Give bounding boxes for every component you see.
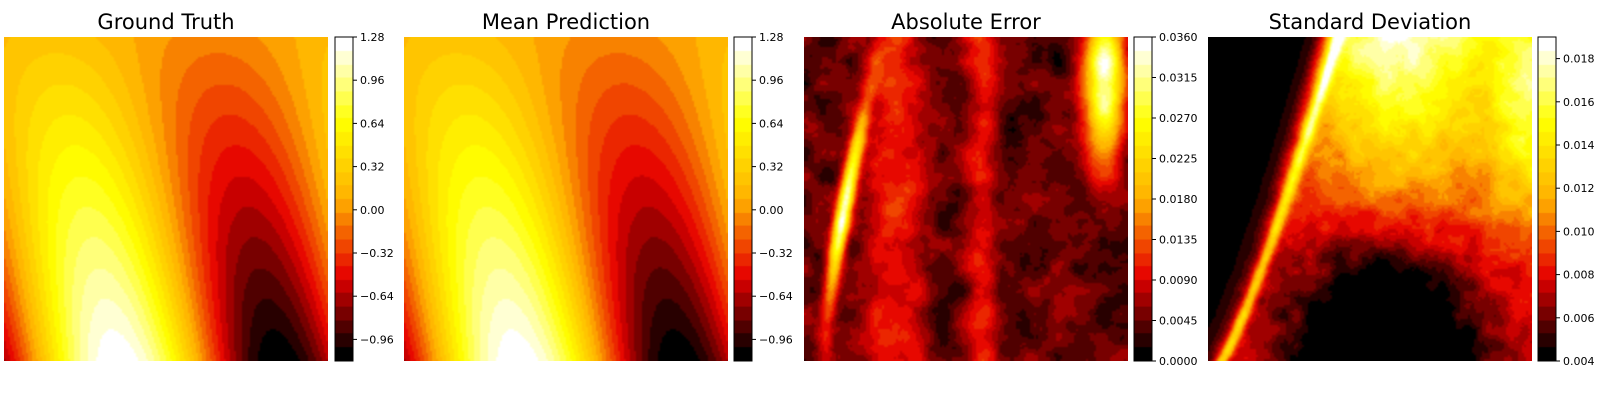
colorbar-tick-label: 0.96 [360,74,385,87]
colorbar-tick-label: 0.00 [759,204,784,217]
colorbar-tick-label: −0.32 [360,247,394,260]
colorbar-tick-label: −0.96 [360,333,394,346]
colorbar-tick-label: 0.0270 [1159,112,1198,125]
colorbar-tick-label: −0.64 [759,290,793,303]
colorbar-tick-label: 0.010 [1563,225,1595,238]
panel-title: Standard Deviation [1269,10,1472,34]
colorbar-tick-label: 0.00 [360,204,385,217]
colorbar-ticks: −0.96 −0.64 −0.32 0.00 0.32 0.64 0.96 1.28 [752,31,793,346]
colorbar-tick-label: 0.018 [1563,53,1595,66]
colorbar-tick-label: 1.28 [360,31,385,44]
panel-absolute-error: Absolute Error 0.00000.00450.00900.01350… [804,10,1198,368]
colorbar-tick-label: 0.64 [360,117,385,130]
colorbar-tick-label: 0.006 [1563,312,1595,325]
heatmap-image [1208,37,1532,361]
colorbar-tick-label: 0.0000 [1159,355,1198,368]
colorbar-tick-label: 0.64 [759,117,784,130]
colorbar-tick-label: 0.0180 [1159,193,1198,206]
colorbar-ticks: 0.0000 0.0045 0.0090 0.0135 0.0180 0.0225 0.02… [1152,31,1198,368]
colorbar-tick-label: 0.0315 [1159,72,1198,85]
colorbar-ticks: 0.004 0.006 0.008 0.010 0.012 0.014 0.016 0.018 [1556,53,1595,368]
colorbar-gradient [734,37,752,361]
colorbar-tick-label: 0.0045 [1159,315,1198,328]
colorbar-tick-label: 0.004 [1563,355,1595,368]
colorbar-bar [334,36,354,362]
colorbar-tick-label: 0.0225 [1159,153,1198,166]
colorbar-tick-label: −0.64 [360,290,394,303]
colorbar-tick-label: 0.0135 [1159,234,1198,247]
colorbar-gradient [335,37,353,361]
colorbar-tick-label: 0.012 [1563,182,1595,195]
colorbar-ticks: −0.96 −0.64 −0.32 0.00 0.32 0.64 0.96 1.28 [353,31,394,346]
panel-title: Absolute Error [891,10,1041,34]
panel-ground-truth: Ground Truth −0.96 −0.64 −0.32 0.00 0.32 0.64… [4,10,394,362]
colorbar-tick-label: 0.0360 [1159,31,1198,44]
colorbar-tick-label: 0.32 [360,161,385,174]
panel-title: Ground Truth [97,10,234,34]
colorbar-tick-label: 0.0090 [1159,274,1198,287]
colorbar-gradient [1134,37,1152,361]
heatmap-image [4,37,328,361]
panel-title: Mean Prediction [482,10,650,34]
colorbar-tick-label: 0.008 [1563,269,1595,282]
panel-mean-prediction: Mean Prediction −0.96 −0.64 −0.32 0.00 0.32 0… [404,10,793,362]
heatmap-image [804,37,1128,361]
colorbar-tick-label: 0.32 [759,161,784,174]
colorbar-tick-label: −0.32 [759,247,793,260]
colorbar-tick-label: 1.28 [759,31,784,44]
colorbar-gradient [1538,37,1556,361]
colorbar-tick-label: −0.96 [759,333,793,346]
colorbar-tick-label: 0.016 [1563,96,1595,109]
heatmap-image [404,37,728,361]
colorbar-bar [1537,36,1557,362]
panel-standard-deviation: Standard Deviation 0.0040.0060.0080.0100… [1208,10,1595,368]
colorbar-bar [733,36,753,362]
colorbar-tick-label: 0.014 [1563,139,1595,152]
colorbar-tick-label: 0.96 [759,74,784,87]
